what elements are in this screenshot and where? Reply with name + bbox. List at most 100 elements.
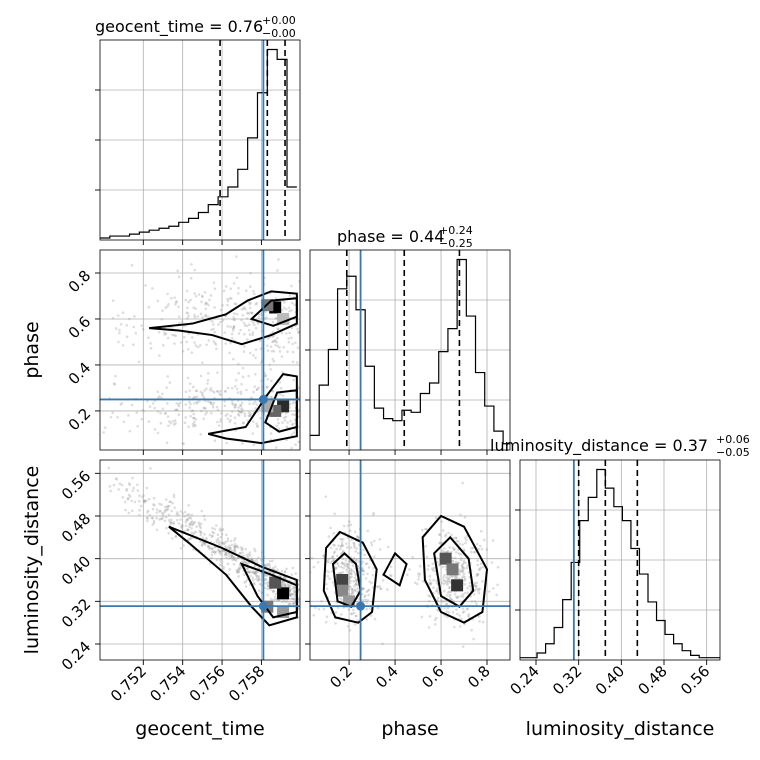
sample-point bbox=[249, 271, 252, 275]
sample-point bbox=[160, 511, 164, 515]
sample-point bbox=[349, 523, 353, 527]
sample-point bbox=[233, 405, 237, 408]
sample-point bbox=[461, 481, 464, 485]
sample-point bbox=[240, 382, 243, 386]
sample-point bbox=[138, 494, 141, 498]
y-tick-label-luminosity_distance-0: 0.24 bbox=[58, 638, 94, 674]
sample-point bbox=[237, 332, 241, 335]
sample-point bbox=[229, 414, 232, 418]
sample-point bbox=[189, 298, 192, 302]
sample-point bbox=[333, 550, 337, 553]
sample-point bbox=[288, 331, 291, 335]
sample-point bbox=[260, 571, 263, 575]
sample-point bbox=[283, 583, 286, 586]
sample-point bbox=[156, 390, 160, 394]
sample-point bbox=[427, 626, 431, 629]
sample-point bbox=[167, 513, 171, 517]
sample-point bbox=[345, 564, 349, 567]
sample-point bbox=[281, 421, 284, 425]
sample-point bbox=[117, 488, 121, 491]
sample-point bbox=[210, 547, 214, 551]
sample-point bbox=[264, 582, 267, 585]
y-axis-label-phase: phase bbox=[21, 321, 43, 378]
sample-point bbox=[463, 583, 467, 586]
sample-point bbox=[345, 545, 349, 549]
sample-point bbox=[109, 489, 112, 493]
sample-point bbox=[459, 558, 463, 562]
sample-point bbox=[274, 446, 278, 449]
sample-point bbox=[252, 571, 256, 575]
sample-point bbox=[255, 574, 259, 578]
sample-point bbox=[200, 294, 204, 298]
sample-point bbox=[353, 622, 357, 626]
sample-point bbox=[169, 421, 173, 425]
sample-point bbox=[231, 403, 235, 406]
sample-point bbox=[230, 554, 234, 558]
sample-point bbox=[273, 338, 277, 342]
sample-point bbox=[212, 327, 215, 331]
sample-point bbox=[466, 614, 470, 618]
sample-point bbox=[341, 544, 345, 547]
sample-point bbox=[463, 567, 466, 570]
sample-point bbox=[335, 566, 338, 570]
sample-point bbox=[301, 594, 304, 597]
sample-point bbox=[164, 515, 168, 519]
sample-point bbox=[205, 536, 208, 540]
sample-point bbox=[201, 295, 204, 298]
sample-point bbox=[142, 494, 145, 497]
sample-point bbox=[331, 559, 334, 563]
sample-point bbox=[297, 598, 300, 601]
sample-point bbox=[240, 401, 244, 405]
sample-point bbox=[285, 332, 288, 335]
sample-point bbox=[340, 543, 344, 546]
sample-point bbox=[241, 375, 245, 379]
sample-point bbox=[226, 386, 230, 390]
sample-point bbox=[217, 424, 221, 427]
sample-point bbox=[378, 537, 382, 541]
sample-point bbox=[225, 285, 228, 288]
sample-point bbox=[288, 603, 291, 606]
sample-point bbox=[250, 396, 253, 399]
sample-point bbox=[190, 520, 194, 523]
sample-point bbox=[225, 553, 228, 557]
sample-point bbox=[211, 389, 214, 393]
sample-point bbox=[179, 510, 183, 513]
sample-point bbox=[233, 406, 237, 409]
sample-point bbox=[290, 326, 294, 330]
sample-point bbox=[277, 599, 280, 602]
sample-point bbox=[337, 571, 341, 575]
sample-point bbox=[239, 551, 242, 555]
sample-point bbox=[115, 477, 118, 481]
sample-point bbox=[138, 513, 141, 517]
sample-point bbox=[440, 520, 443, 523]
sample-point bbox=[234, 403, 237, 407]
sample-point bbox=[270, 379, 273, 383]
sample-point bbox=[126, 497, 130, 500]
sample-point bbox=[340, 565, 343, 569]
sample-point bbox=[211, 403, 215, 407]
sample-point bbox=[352, 592, 355, 595]
sample-point bbox=[298, 588, 300, 592]
sample-point bbox=[218, 527, 222, 531]
sample-point bbox=[239, 410, 243, 413]
sample-point bbox=[477, 568, 481, 571]
sample-point bbox=[223, 389, 227, 393]
sample-point bbox=[298, 415, 300, 418]
sample-point bbox=[348, 560, 351, 563]
sample-point bbox=[187, 425, 190, 429]
sample-point bbox=[364, 562, 368, 566]
sample-point bbox=[142, 499, 146, 503]
sample-point bbox=[128, 495, 132, 498]
sample-point bbox=[354, 572, 357, 576]
sample-point bbox=[284, 600, 287, 603]
sample-point bbox=[271, 335, 274, 339]
sample-point bbox=[356, 587, 359, 590]
sample-point bbox=[297, 387, 300, 390]
sample-point bbox=[455, 608, 458, 611]
sample-point bbox=[171, 501, 174, 505]
sample-point bbox=[209, 386, 213, 390]
sample-point bbox=[292, 597, 296, 600]
sample-point bbox=[301, 602, 304, 605]
contour-level-2 bbox=[421, 514, 489, 624]
